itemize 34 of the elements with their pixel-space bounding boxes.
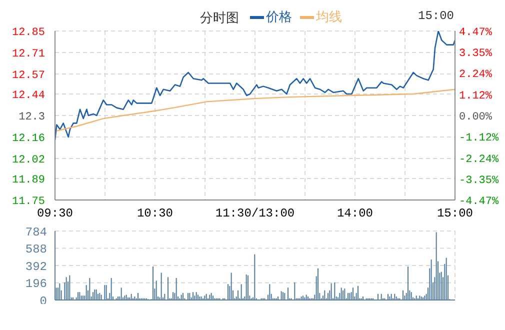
x-tick-label: 09:30 [36, 206, 74, 221]
y-tick-label: 12.71 [12, 48, 46, 61]
line-series [56, 88, 455, 132]
legend-label: 价格 [265, 9, 292, 26]
x-tick-label: 14:00 [336, 206, 374, 221]
y-tick-label: 12.44 [12, 90, 46, 102]
y-tick-label: 11.89 [12, 174, 45, 186]
y2-tick-label: -2.24% [459, 154, 500, 166]
y-tick-label: 12.85 [12, 27, 45, 39]
y-tick-label: 11.75 [12, 196, 45, 208]
y2-tick-label: -4.47% [459, 196, 500, 208]
y-tick-label: 12.3 [18, 112, 45, 124]
legend-label: 均线 [315, 9, 342, 26]
x-tick-label: 10:30 [136, 206, 174, 221]
y2-tick-label: -1.12% [459, 132, 500, 145]
y2-tick-label: 4.47% [459, 27, 492, 39]
x-tick-label: 15:00 [436, 206, 474, 221]
y-tick-label: 196 [25, 277, 47, 292]
y-tick-label: 784 [25, 225, 47, 240]
text: 15:00 [418, 9, 454, 23]
y-tick-label: 12.57 [12, 70, 45, 82]
y-tick-label: 12.16 [12, 133, 45, 146]
chart-title: 分时图 [200, 10, 239, 27]
y2-tick-label: 0.00% [459, 112, 492, 124]
y-tick-label: 12.02 [12, 154, 45, 167]
y-tick-label: 588 [25, 242, 47, 257]
y2-tick-label: 3.35% [459, 48, 492, 60]
y2-tick-label: -3.35% [459, 174, 500, 187]
y-tick-label: 0 [40, 294, 47, 308]
y-tick-label: 392 [25, 260, 47, 274]
line-series [55, 31, 455, 141]
y2-tick-label: 2.24% [459, 69, 492, 82]
x-tick-label: 11:30/13:00 [215, 206, 295, 221]
y2-tick-label: 1.12% [459, 90, 492, 102]
